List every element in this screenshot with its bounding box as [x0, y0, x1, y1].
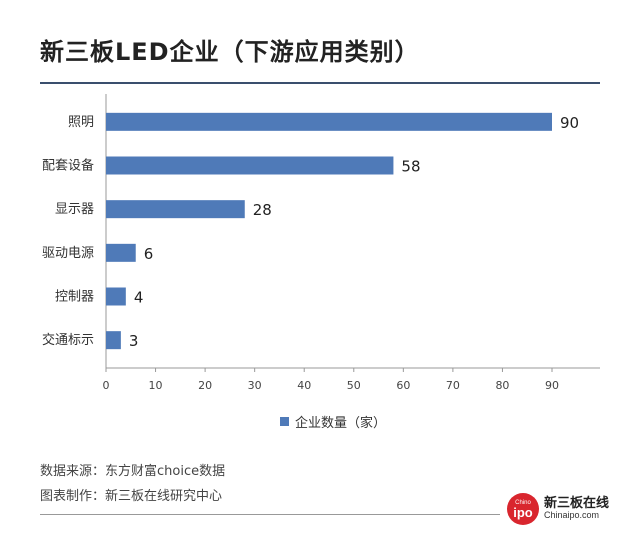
- logo-badge-top: Chino: [515, 499, 531, 506]
- logo-name: 新三板在线: [544, 495, 610, 511]
- logo-badge-icon: Chino ipo: [507, 493, 539, 525]
- chart-legend: 企业数量（家）: [280, 412, 386, 431]
- logo-badge-main: ipo: [513, 504, 533, 520]
- chart-credit: 图表制作：新三板在线研究中心: [40, 489, 223, 504]
- category-label: 控制器: [55, 290, 94, 305]
- category-label: 交通标示: [42, 332, 94, 348]
- value-label: 4: [134, 289, 144, 307]
- x-tick-label: 40: [297, 379, 311, 392]
- data-source: 数据来源：东方财富choice数据: [40, 464, 226, 479]
- value-label: 3: [129, 332, 139, 350]
- bar: [106, 156, 394, 175]
- x-tick-label: 80: [495, 379, 509, 392]
- value-label: 58: [401, 158, 420, 176]
- category-label: 显示器: [55, 202, 94, 217]
- legend-label: 企业数量（家）: [295, 416, 387, 431]
- x-tick-label: 20: [198, 379, 212, 392]
- legend-swatch: [280, 417, 289, 426]
- value-label: 28: [253, 201, 272, 219]
- title-divider: [40, 82, 600, 84]
- bar: [106, 112, 552, 131]
- x-tick-label: 0: [103, 379, 110, 392]
- logo-url: Chinaipo.com: [544, 510, 600, 521]
- bar: [106, 331, 121, 350]
- footer-divider: [40, 514, 500, 515]
- bar: [106, 200, 245, 219]
- value-label: 90: [560, 114, 579, 132]
- x-tick-label: 90: [545, 379, 559, 392]
- chart-title: 新三板LED企业（下游应用类别）: [40, 38, 420, 66]
- brand-logo: Chino ipo 新三板在线 Chinaipo.com: [507, 493, 609, 525]
- x-tick-label: 30: [248, 379, 262, 392]
- x-tick-label: 50: [347, 379, 361, 392]
- category-label: 配套设备: [42, 158, 94, 174]
- x-tick-label: 60: [396, 379, 410, 392]
- category-label: 驱动电源: [42, 246, 94, 261]
- bar: [106, 243, 136, 262]
- x-tick-label: 70: [446, 379, 460, 392]
- logo-wordmark: 新三板在线 Chinaipo.com: [544, 495, 610, 521]
- x-tick-label: 10: [149, 379, 163, 392]
- bar: [106, 287, 126, 306]
- category-label: 照明: [68, 115, 94, 130]
- value-label: 6: [144, 245, 154, 263]
